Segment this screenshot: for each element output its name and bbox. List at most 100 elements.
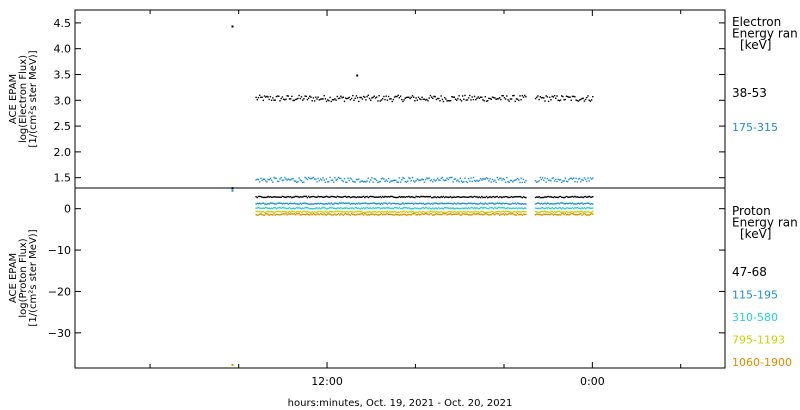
data-point (385, 196, 387, 198)
data-point (318, 99, 321, 101)
data-point (413, 208, 415, 210)
data-point (539, 196, 541, 199)
data-point (384, 214, 386, 216)
data-point (318, 207, 321, 209)
data-point (362, 211, 365, 214)
data-point (410, 202, 412, 204)
data-point (489, 206, 491, 209)
data-point (453, 196, 455, 198)
data-point (567, 207, 569, 209)
legend-entry: 795-1193 (732, 334, 785, 347)
data-point (540, 214, 543, 216)
data-point (547, 195, 550, 198)
data-point (397, 94, 399, 96)
data-point (339, 196, 341, 198)
data-point (299, 207, 301, 209)
data-point (481, 202, 483, 205)
data-point (379, 207, 381, 210)
data-point (335, 208, 337, 210)
data-point (500, 196, 502, 198)
data-point (377, 100, 379, 102)
data-point (353, 202, 355, 205)
data-point (348, 96, 350, 99)
data-point (580, 181, 582, 183)
data-point (510, 211, 513, 213)
data-point (423, 98, 426, 100)
data-point (422, 98, 424, 100)
data-point (592, 96, 594, 98)
data-point (537, 95, 539, 97)
data-point (508, 100, 510, 102)
data-point (281, 206, 284, 209)
data-point (285, 202, 287, 204)
data-point (438, 213, 440, 216)
data-point (403, 213, 405, 215)
data-point (456, 196, 458, 198)
data-point (430, 213, 433, 215)
data-point (427, 202, 429, 204)
data-point (341, 202, 343, 204)
data-point (385, 179, 387, 181)
data-point (389, 196, 391, 198)
data-point (465, 213, 467, 215)
data-point (500, 203, 502, 205)
data-point (451, 176, 453, 179)
data-point (360, 207, 362, 209)
data-point (279, 210, 281, 213)
data-point (257, 178, 260, 181)
data-point (524, 211, 526, 213)
data-point (386, 196, 389, 198)
data-point (438, 97, 440, 100)
data-point (553, 213, 556, 215)
data-point (307, 97, 310, 99)
data-point (543, 207, 545, 210)
data-point (350, 196, 353, 198)
data-point (513, 203, 515, 205)
data-point (315, 203, 317, 205)
data-point (291, 95, 293, 98)
data-point (497, 210, 500, 213)
data-point (551, 210, 553, 213)
data-point (561, 181, 563, 184)
data-point (365, 202, 367, 204)
data-point (438, 206, 440, 209)
data-point (300, 211, 303, 214)
y-tick-label: 4.0 (54, 43, 72, 56)
data-point (372, 206, 374, 209)
data-point (583, 202, 586, 205)
data-point (390, 211, 392, 213)
data-point (392, 179, 395, 182)
data-point (306, 196, 309, 199)
data-point (281, 213, 284, 215)
data-point (551, 213, 553, 215)
data-point (587, 95, 589, 97)
data-point (483, 203, 485, 205)
data-point (310, 211, 312, 214)
data-point (391, 195, 393, 198)
data-point (392, 208, 395, 210)
data-point (408, 213, 410, 216)
series-115-195 (231, 189, 594, 205)
data-point (325, 208, 328, 210)
data-point (584, 211, 587, 213)
data-point (340, 210, 342, 213)
data-point (589, 211, 592, 214)
legend-entry: 175-315 (732, 121, 778, 134)
data-point (525, 180, 527, 182)
data-point (291, 202, 293, 205)
data-point (571, 202, 574, 204)
data-point (411, 202, 414, 205)
data-point (546, 213, 549, 216)
data-point (435, 179, 438, 181)
data-point (374, 211, 377, 213)
data-point (359, 196, 361, 198)
data-point (459, 207, 461, 210)
data-point (464, 207, 466, 209)
data-point (390, 98, 392, 100)
data-point (368, 196, 371, 198)
data-point (499, 206, 501, 209)
data-point (285, 211, 287, 213)
data-point (309, 214, 311, 216)
data-point (564, 177, 566, 179)
data-point (397, 202, 399, 205)
